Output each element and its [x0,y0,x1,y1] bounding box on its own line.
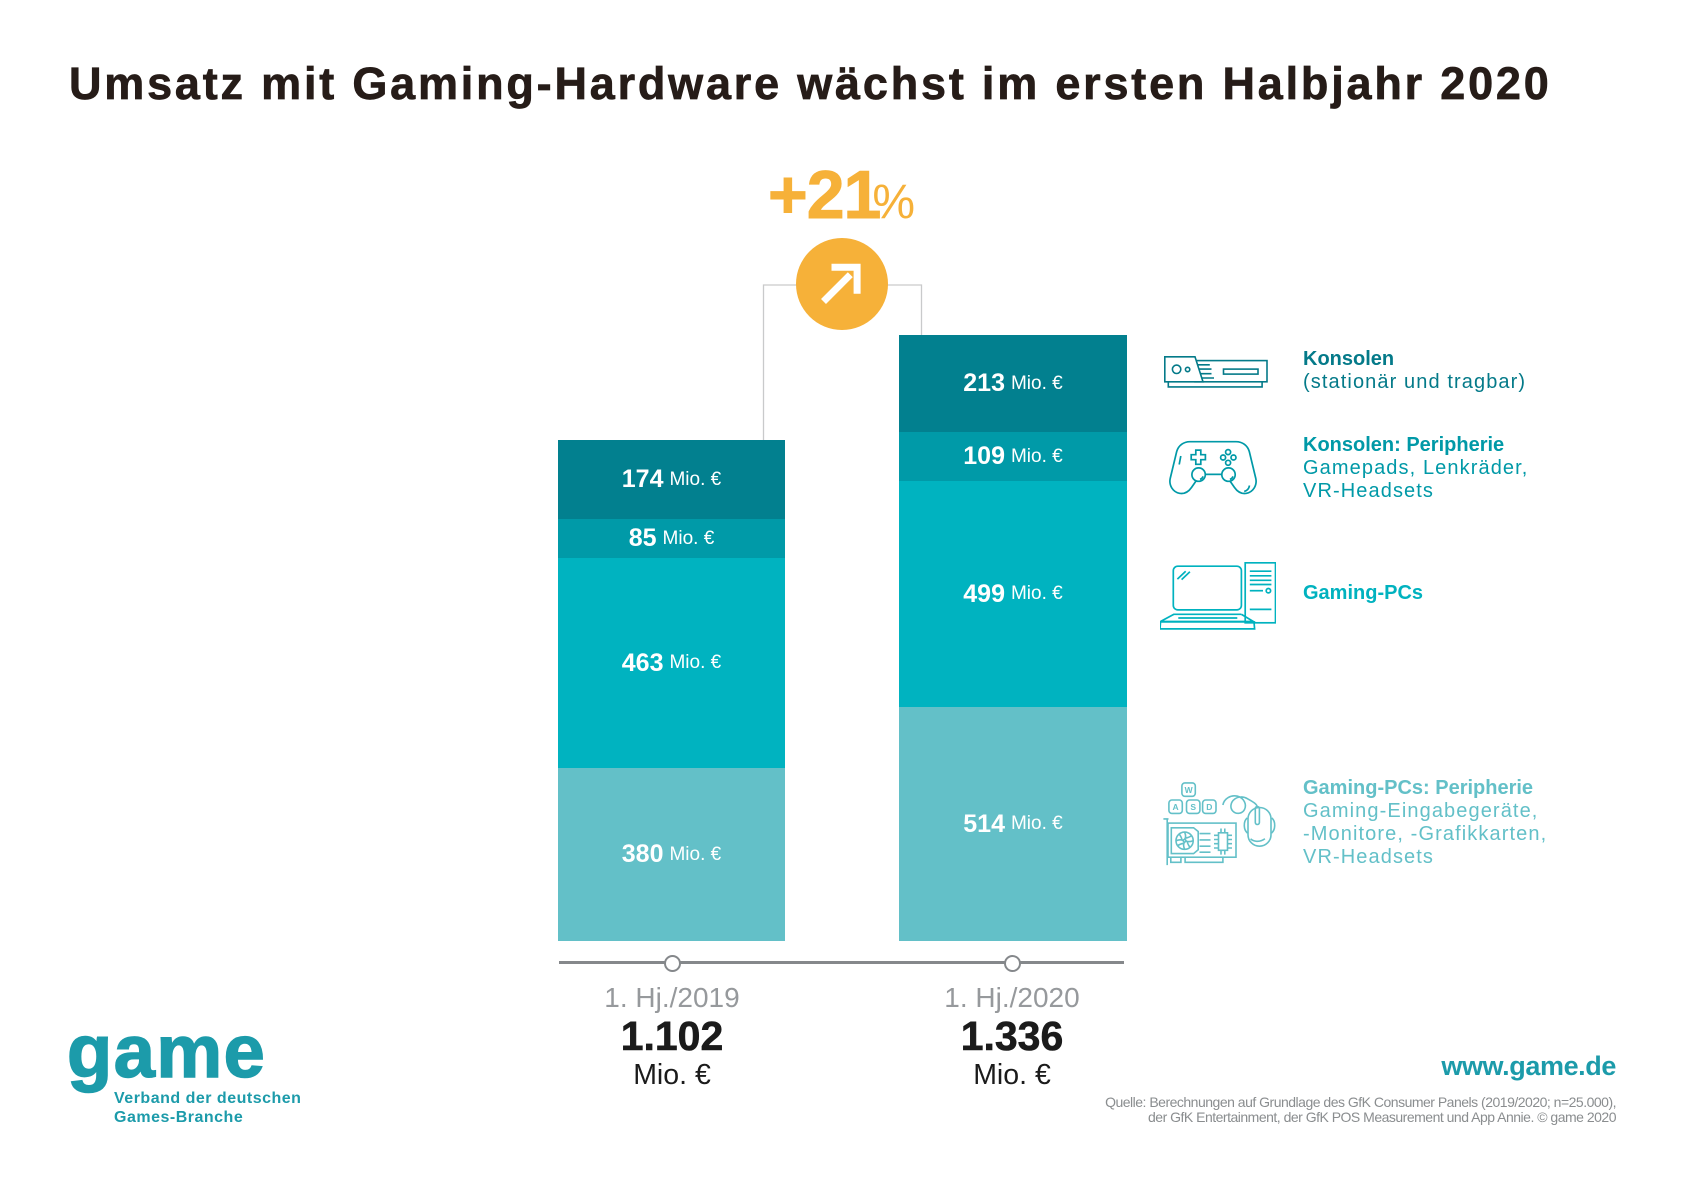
svg-text:S: S [1190,802,1196,812]
svg-text:W: W [1185,785,1194,795]
svg-text:D: D [1206,802,1212,812]
svg-text:A: A [1173,802,1179,812]
